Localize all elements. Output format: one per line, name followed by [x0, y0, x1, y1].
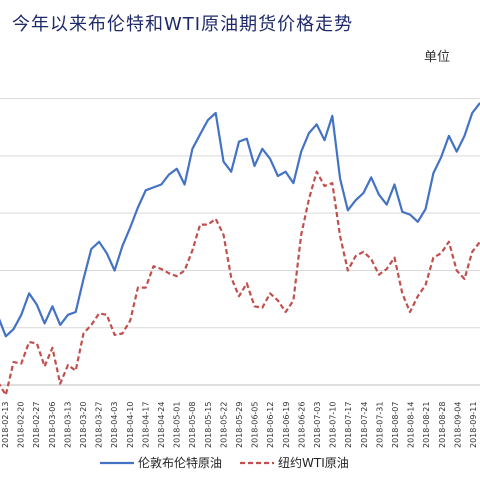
- x-tick-label: 2018-03-06: [48, 402, 57, 449]
- x-tick-label: 2018-08-14: [407, 402, 416, 449]
- x-tick-label: 2018-03-13: [63, 402, 72, 449]
- gridlines: [0, 98, 480, 386]
- x-axis-ticks: 2018-02-13 2018-02-20 2018-02-27 2018-03-06…: [1, 402, 478, 449]
- x-tick-label: 2018-05-15: [204, 402, 213, 449]
- legend-label: 伦敦布伦特原油: [138, 455, 222, 470]
- x-tick-label: 2018-04-17: [141, 402, 150, 449]
- x-tick-label: 2018-06-26: [297, 402, 306, 449]
- x-tick-label: 2018-06-19: [282, 402, 291, 449]
- x-tick-label: 2018-05-29: [235, 402, 244, 449]
- series-line: [0, 170, 480, 397]
- series-lines: [0, 102, 480, 397]
- unit-label: 单位: [424, 50, 451, 65]
- x-tick-label: 2018-02-27: [32, 402, 41, 449]
- x-tick-label: 2018-08-28: [438, 402, 447, 449]
- x-tick-label: 2018-02-13: [1, 402, 10, 449]
- chart-title: 今年以来布伦特和WTI原油期货价格走势: [12, 14, 354, 35]
- x-tick-label: 2018-08-07: [391, 402, 400, 449]
- legend: 伦敦布伦特原油 纽约WTI原油: [100, 455, 349, 470]
- x-tick-label: 2018-09-04: [453, 402, 462, 449]
- legend-label: 纽约WTI原油: [278, 455, 349, 470]
- x-tick-label: 2018-06-12: [266, 402, 275, 449]
- x-tick-label: 2018-07-17: [344, 402, 353, 449]
- series-line: [0, 102, 480, 338]
- x-tick-label: 2018-07-03: [313, 402, 322, 449]
- x-tick-label: 2018-04-03: [110, 402, 119, 449]
- x-tick-label: 2018-02-20: [17, 402, 26, 449]
- x-tick-label: 2018-07-24: [360, 402, 369, 449]
- x-tick-label: 2018-08-21: [422, 402, 431, 449]
- x-tick-label: 2018-03-27: [95, 402, 104, 449]
- x-tick-label: 2018-05-01: [173, 402, 182, 449]
- x-tick-label: 2018-05-08: [188, 402, 197, 449]
- x-tick-label: 2018-04-10: [126, 402, 135, 449]
- x-tick-label: 2018-06-05: [251, 402, 260, 449]
- x-tick-label: 2018-04-24: [157, 402, 166, 449]
- x-tick-label: 2018-09-11: [469, 402, 478, 449]
- x-tick-label: 2018-03-20: [79, 402, 88, 449]
- x-tick-label: 2018-05-22: [219, 402, 228, 449]
- x-tick-label: 2018-07-31: [375, 402, 384, 449]
- x-tick-label: 2018-07-10: [329, 402, 338, 449]
